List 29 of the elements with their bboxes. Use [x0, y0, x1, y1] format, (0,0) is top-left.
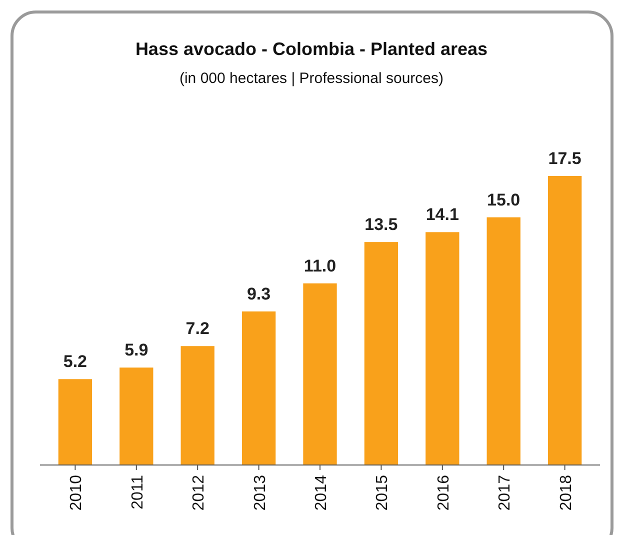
bar — [426, 232, 460, 465]
bar — [548, 176, 582, 465]
bar — [242, 311, 276, 465]
x-tick-label: 2015 — [374, 474, 392, 511]
x-tick-label: 2013 — [252, 474, 269, 511]
bar — [180, 346, 214, 465]
data-label: 17.5 — [548, 149, 582, 168]
x-tick-label: 2016 — [435, 474, 452, 511]
data-label: 14.1 — [426, 205, 459, 224]
x-tick-label: 2012 — [190, 474, 208, 511]
x-tick-label: 2014 — [313, 474, 330, 511]
chart-title: Hass avocado - Colombia - Planted areas — [135, 39, 488, 59]
bar — [120, 368, 154, 465]
x-tick-label: 2011 — [129, 474, 146, 510]
x-tick-label: 2010 — [68, 474, 86, 511]
bar — [303, 283, 337, 465]
bar — [58, 379, 92, 465]
data-label: 13.5 — [364, 215, 398, 234]
data-label: 11.0 — [304, 256, 336, 276]
data-label: 5.2 — [63, 352, 88, 372]
bar — [486, 217, 520, 465]
data-label: 9.3 — [246, 284, 271, 304]
x-tick-label: 2017 — [496, 474, 514, 511]
x-tick-label: 2018 — [558, 474, 575, 511]
data-label: 7.2 — [186, 319, 210, 338]
data-label: 15.0 — [487, 190, 520, 210]
bar — [364, 242, 398, 465]
data-label: 5.9 — [124, 340, 148, 360]
chart-subtitle: (in 000 hectares | Professional sources) — [179, 70, 444, 87]
